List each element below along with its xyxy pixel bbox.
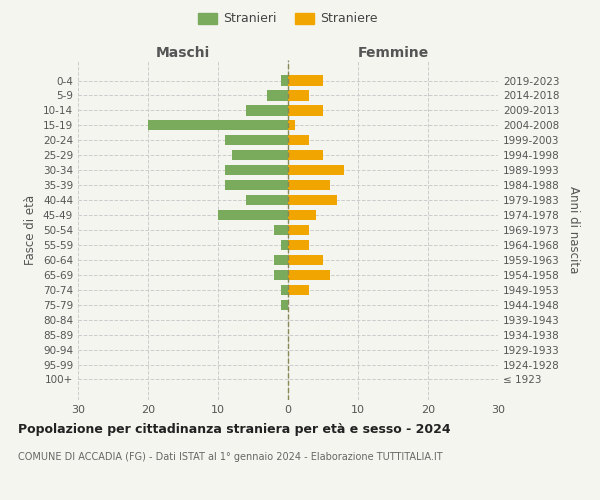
Y-axis label: Anni di nascita: Anni di nascita: [566, 186, 580, 274]
Bar: [288, 195, 337, 205]
Bar: [288, 255, 323, 265]
Bar: [148, 120, 288, 130]
Bar: [225, 180, 288, 190]
Bar: [281, 76, 288, 86]
Bar: [288, 225, 309, 235]
Bar: [281, 240, 288, 250]
Bar: [288, 270, 330, 280]
Bar: [274, 255, 288, 265]
Bar: [274, 270, 288, 280]
Bar: [288, 180, 330, 190]
Bar: [267, 90, 288, 101]
Bar: [281, 284, 288, 295]
Bar: [246, 106, 288, 116]
Bar: [288, 76, 323, 86]
Bar: [288, 284, 309, 295]
Bar: [225, 165, 288, 175]
Bar: [274, 225, 288, 235]
Legend: Stranieri, Straniere: Stranieri, Straniere: [194, 8, 382, 29]
Bar: [218, 210, 288, 220]
Bar: [288, 165, 344, 175]
Bar: [288, 240, 309, 250]
Bar: [288, 120, 295, 130]
Text: Femmine: Femmine: [358, 46, 428, 60]
Bar: [288, 210, 316, 220]
Text: COMUNE DI ACCADIA (FG) - Dati ISTAT al 1° gennaio 2024 - Elaborazione TUTTITALIA: COMUNE DI ACCADIA (FG) - Dati ISTAT al 1…: [18, 452, 443, 462]
Bar: [288, 90, 309, 101]
Bar: [225, 135, 288, 145]
Bar: [288, 150, 323, 160]
Bar: [232, 150, 288, 160]
Y-axis label: Fasce di età: Fasce di età: [25, 195, 37, 265]
Text: Maschi: Maschi: [156, 46, 210, 60]
Text: Popolazione per cittadinanza straniera per età e sesso - 2024: Popolazione per cittadinanza straniera p…: [18, 422, 451, 436]
Bar: [281, 300, 288, 310]
Bar: [288, 135, 309, 145]
Bar: [288, 106, 323, 116]
Bar: [246, 195, 288, 205]
